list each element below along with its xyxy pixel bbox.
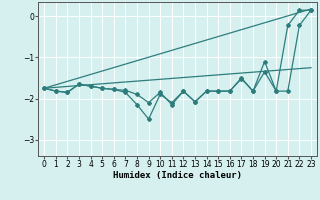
X-axis label: Humidex (Indice chaleur): Humidex (Indice chaleur) bbox=[113, 171, 242, 180]
